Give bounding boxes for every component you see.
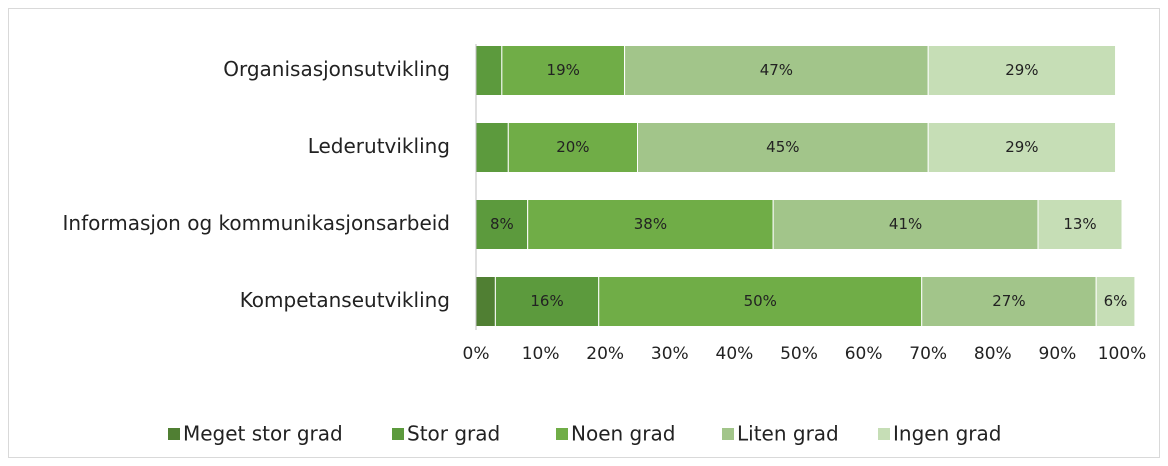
x-tick-label: 60% (845, 344, 883, 364)
data-label: 29% (1005, 61, 1038, 79)
x-tick-label: 40% (716, 344, 754, 364)
data-label: 19% (547, 61, 580, 79)
bar-segment (475, 276, 496, 327)
data-label: 29% (1005, 138, 1038, 156)
x-tick-label: 20% (586, 344, 624, 364)
data-label: 13% (1063, 215, 1096, 233)
bar-segment (1037, 199, 1123, 250)
legend-label: Noen grad (571, 422, 675, 446)
y-tick-label: Informasjon og kommunikasjonsarbeid (63, 211, 451, 235)
bar-segment (507, 122, 638, 173)
bar-segment (624, 45, 929, 96)
legend-label: Stor grad (407, 422, 500, 446)
legend-swatch (878, 428, 890, 440)
legend-swatch (392, 428, 404, 440)
data-label: 20% (556, 138, 589, 156)
legend-label: Meget stor grad (183, 422, 343, 446)
bar-segment (501, 45, 626, 96)
bar-segment (475, 122, 509, 173)
data-label: 8% (490, 215, 514, 233)
legend-label: Ingen grad (893, 422, 1001, 446)
bar-segment (1095, 276, 1136, 327)
x-tick-label: 100% (1098, 344, 1147, 364)
bar-segment (927, 122, 1117, 173)
x-tick-label: 80% (974, 344, 1012, 364)
x-tick-label: 0% (463, 344, 490, 364)
data-label: 41% (889, 215, 922, 233)
x-tick-label: 70% (909, 344, 947, 364)
bar-segment (921, 276, 1097, 327)
bar-segment (772, 199, 1039, 250)
data-label: 38% (634, 215, 667, 233)
x-tick-label: 90% (1039, 344, 1077, 364)
legend-swatch (168, 428, 180, 440)
y-tick-label: Lederutvikling (308, 134, 450, 158)
bar-segment (494, 276, 600, 327)
x-tick-label: 30% (651, 344, 689, 364)
legend-swatch (556, 428, 568, 440)
bar-segment (527, 199, 774, 250)
data-label: 50% (744, 292, 777, 310)
y-tick-label: Kompetanseutvikling (240, 288, 450, 312)
data-label: 27% (992, 292, 1025, 310)
y-tick-label: Organisasjonsutvikling (223, 57, 450, 81)
x-tick-label: 50% (780, 344, 818, 364)
x-tick-label: 10% (522, 344, 560, 364)
legend-swatch (722, 428, 734, 440)
data-label: 16% (530, 292, 563, 310)
bar-segment (927, 45, 1117, 96)
bar-segment (475, 45, 503, 96)
data-label: 47% (760, 61, 793, 79)
bar-segment (598, 276, 923, 327)
legend-label: Liten grad (737, 422, 839, 446)
data-label: 45% (766, 138, 799, 156)
data-label: 6% (1104, 292, 1128, 310)
bar-segment (637, 122, 929, 173)
